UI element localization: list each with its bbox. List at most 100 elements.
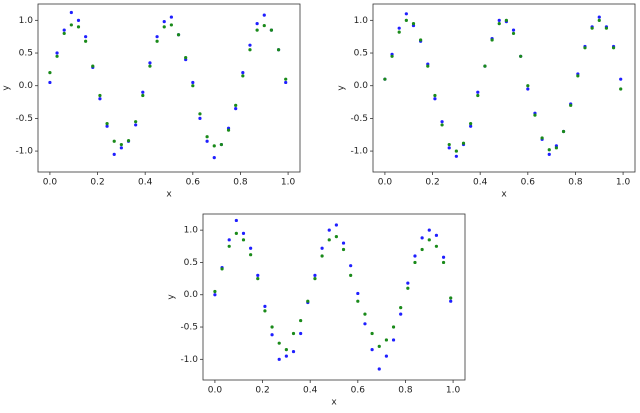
- data-point: [313, 276, 317, 281]
- data-point: [263, 309, 267, 313]
- data-point: [205, 139, 209, 143]
- data-point: [554, 146, 559, 150]
- data-point: [277, 341, 281, 345]
- data-point: [454, 149, 458, 153]
- data-point: [126, 139, 131, 143]
- data-point: [320, 254, 324, 258]
- data-point: [62, 31, 66, 36]
- data-point: [397, 26, 401, 30]
- data-point: [98, 97, 102, 101]
- data-point: [619, 77, 623, 81]
- data-point: [476, 90, 480, 94]
- data-point: [377, 344, 381, 349]
- data-point: [363, 322, 367, 326]
- data-point: [413, 254, 417, 258]
- y-tick-label: -0.5: [350, 114, 368, 124]
- data-point: [511, 28, 516, 32]
- data-point: [327, 238, 331, 242]
- data-point: [540, 136, 544, 140]
- plot-frame: [372, 3, 636, 173]
- data-point: [227, 238, 231, 242]
- y-axis-label: y: [2, 85, 12, 91]
- data-point: [526, 87, 530, 91]
- x-tick-label: 0.4: [303, 386, 318, 396]
- x-tick-label: 0.2: [90, 178, 104, 188]
- x-tick-label: 1.0: [616, 178, 631, 188]
- data-point: [91, 64, 95, 68]
- data-point: [213, 293, 217, 297]
- data-point: [547, 152, 551, 156]
- data-point: [597, 18, 601, 22]
- data-point: [55, 54, 59, 58]
- data-point: [313, 273, 317, 277]
- data-point: [241, 71, 245, 75]
- data-point: [433, 97, 437, 101]
- data-point: [384, 354, 388, 358]
- data-point: [291, 349, 296, 354]
- data-point: [533, 113, 537, 117]
- data-point: [212, 144, 216, 148]
- data-point: [497, 18, 501, 22]
- data-point: [590, 26, 594, 30]
- data-point: [284, 80, 288, 85]
- data-point: [270, 333, 274, 337]
- data-point: [234, 106, 238, 111]
- data-point: [356, 291, 360, 296]
- data-point: [433, 93, 437, 98]
- data-point: [469, 122, 473, 126]
- y-tick-label: 0.0: [354, 81, 369, 91]
- data-point: [234, 231, 238, 235]
- y-tick-label: 0.5: [354, 49, 368, 59]
- data-point: [119, 142, 123, 147]
- x-tick-label: 0.8: [398, 386, 413, 396]
- data-point: [561, 129, 566, 134]
- data-point: [404, 18, 408, 22]
- data-point: [155, 39, 159, 43]
- data-point: [583, 46, 587, 50]
- data-point: [449, 296, 453, 300]
- data-point: [48, 71, 52, 75]
- data-point: [69, 10, 73, 15]
- data-point: [269, 28, 274, 32]
- data-point: [256, 273, 260, 277]
- data-point: [441, 255, 446, 259]
- data-point: [334, 235, 338, 239]
- data-point: [84, 35, 88, 39]
- data-point: [320, 246, 324, 250]
- data-point: [241, 74, 245, 78]
- y-tick-label: 0.5: [19, 49, 33, 59]
- data-point: [76, 18, 81, 22]
- data-point: [420, 247, 424, 252]
- x-tick-label: 0.6: [521, 178, 536, 188]
- data-point: [148, 61, 152, 65]
- y-tick-label: -1.0: [350, 147, 368, 157]
- y-tick-label: -0.5: [15, 114, 33, 124]
- data-point: [356, 299, 360, 303]
- data-point: [55, 51, 59, 55]
- data-point: [397, 30, 401, 34]
- y-tick-label: -1.0: [180, 355, 198, 365]
- data-point: [341, 241, 346, 245]
- data-point: [184, 56, 188, 60]
- data-point: [255, 28, 259, 32]
- y-tick-label: 0.0: [19, 81, 34, 91]
- data-point: [469, 124, 473, 128]
- data-point: [370, 331, 374, 336]
- data-point: [391, 325, 396, 329]
- x-tick-label: 0.8: [233, 178, 248, 188]
- data-point: [219, 142, 223, 147]
- x-tick-label: 0.2: [255, 386, 269, 396]
- data-point: [404, 12, 408, 16]
- data-point: [611, 46, 616, 50]
- data-point: [213, 289, 217, 294]
- data-point: [241, 238, 246, 242]
- data-point: [98, 93, 102, 98]
- data-point: [383, 77, 387, 81]
- x-tick-label: 0.4: [473, 178, 488, 188]
- data-point: [169, 23, 173, 27]
- data-point: [262, 23, 266, 28]
- data-point: [191, 84, 195, 88]
- y-axis-label: y: [337, 85, 347, 91]
- x-tick-label: 0.0: [208, 386, 223, 396]
